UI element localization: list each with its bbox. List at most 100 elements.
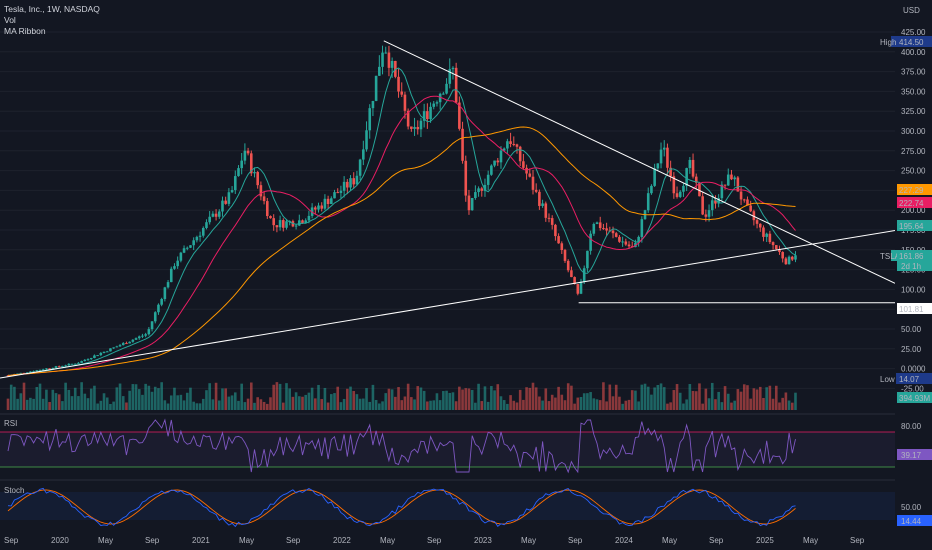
volume-bar [211,399,215,410]
volume-bar [454,401,458,410]
candle-body [474,192,477,198]
price-tick-label: 0.0000 [901,365,926,374]
time-axis-bg [0,532,932,550]
volume-bar [672,390,676,410]
candle-body [426,111,429,120]
volume-bar [714,399,717,410]
candle-body [477,188,480,193]
volume-bar [416,386,420,410]
time-tick-label: Sep [709,536,724,545]
volume-bar [112,401,115,410]
badge-value-bg [897,373,932,384]
volume-bar [246,398,250,410]
candle-body [403,94,407,111]
candle-body [432,103,436,107]
time-tick-label: May [98,536,113,545]
volume-bar [477,383,480,410]
volume-bar [25,399,29,410]
volume-bar [166,403,170,410]
badge-value-bg [897,303,932,314]
candle-body [598,222,602,229]
volume-bar [410,397,413,410]
volume-bar [32,398,35,410]
badge-value: 227.29 [899,186,924,195]
volume-bar [70,396,74,410]
candle-body [384,52,388,54]
price-tick-label: -25.00 [901,384,924,393]
candle-body [618,236,621,242]
ma-ribbon-label: MA Ribbon [4,26,46,36]
candle-body [714,200,717,204]
currency-label[interactable]: USD [903,6,920,15]
candle-body [662,147,666,150]
candle-body [704,214,708,217]
volume-bar [509,395,512,410]
candle-body [547,217,551,219]
candle-body [509,141,512,144]
volume-bar [413,399,416,410]
volume-bar [13,386,16,410]
candle-body [166,282,170,288]
candle-body [717,198,720,204]
volume-bar [445,390,448,410]
volume-bar [38,383,42,410]
volume-bar [224,388,227,410]
candle-body [67,363,71,366]
volume-bar [243,402,247,410]
candle-body [512,143,516,145]
time-tick-label: May [380,536,395,545]
volume-bar [330,394,333,410]
candle-body [557,236,560,244]
volume-bar [499,396,503,410]
candle-body [339,190,343,193]
volume-bar [333,393,336,410]
candle-body [125,343,128,345]
volume-bar [307,392,311,410]
candle-body [259,185,263,197]
candle-body [70,363,74,365]
candle-body [93,355,96,359]
candle-body [230,190,234,193]
volume-bar [102,393,106,410]
candle-body [253,172,256,174]
candle-body [733,177,736,180]
price-tick-label: 50.00 [901,325,922,334]
volume-bar [278,383,282,410]
badge-sub: 2d 1h [901,262,921,271]
candle-body [246,150,250,154]
price-tick-label: 100.00 [901,285,926,294]
candle-body [499,150,503,163]
candle-body [342,181,346,191]
candle-body [272,218,275,226]
candle-body [586,250,589,269]
badge-label: Low [880,375,895,384]
price-badge: High 414.50 [880,36,932,47]
volume-bar [77,396,80,410]
volume-bar [208,383,211,410]
volume-bar [336,386,340,410]
volume-bar [314,398,317,410]
volume-bar [442,391,445,410]
candle-body [83,359,87,362]
candle-body [368,108,372,131]
volume-bar [182,400,186,410]
candle-body [221,200,224,212]
grid [0,31,895,389]
volume-bar [365,388,368,410]
volume-bar [394,396,397,410]
candle-body [778,249,781,253]
volume-bar [397,387,400,410]
volume-bar [736,389,740,410]
candle-body [640,219,644,237]
volume-bar [64,382,67,410]
candle-body [493,160,496,166]
volume-bar [733,400,736,410]
volume-bar [531,382,535,410]
volume-bar [272,384,275,410]
candle-body [57,366,61,368]
candle-body [201,227,205,236]
candle-body [483,184,487,191]
candle-body [214,213,218,217]
time-tick-label: May [803,536,818,545]
